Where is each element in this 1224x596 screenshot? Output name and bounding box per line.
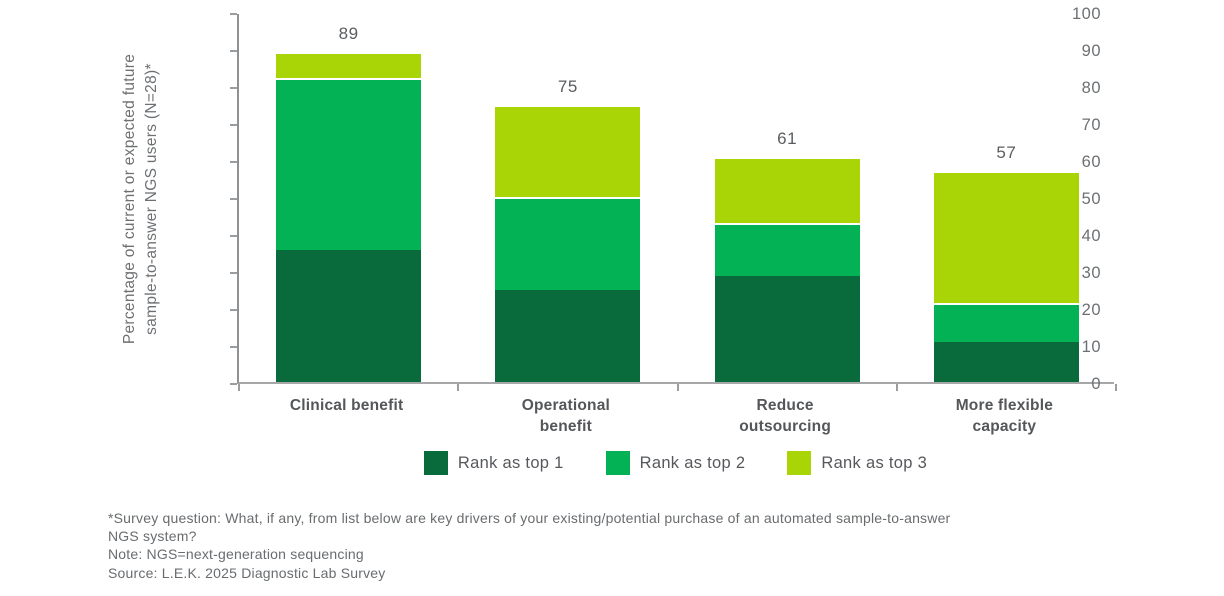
category-label-line: benefit [539,417,592,435]
bar-segment-rank-as-top-3-reduce-outsourcing [714,157,860,224]
category-label-line: Clinical benefit [289,397,404,414]
category-label-line: Reduce [756,397,814,414]
bar-segment-rank-as-top-2-more-flexible-capacity [933,302,1079,343]
y-tick-label-20: 20 [1081,301,1101,319]
y-tick-label-0: 0 [1091,375,1101,393]
x-tick-mark [1115,384,1117,391]
y-tick-label-50: 50 [1081,190,1101,208]
y-axis-title-line-2: sample-to-answer NGS users (N=28)* [143,63,160,335]
bar-segment-rank-as-top-1-more-flexible-capacity [933,342,1079,382]
legend-swatch-rank-3-icon [787,451,812,475]
category-label-line: capacity [972,417,1037,435]
x-tick-mark [676,384,679,391]
y-tick-label-10: 10 [1081,338,1101,356]
legend-label-rank-3: Rank as top 3 [821,453,928,472]
bar-segment-rank-as-top-1-reduce-outsourcing [714,276,860,382]
y-tick-label-40: 40 [1081,227,1101,245]
y-tick-mark [230,124,237,126]
y-tick-label-30: 30 [1081,264,1101,282]
category-label-line: Operational [521,397,611,414]
bar-segment-rank-as-top-1-operational-benefit [495,289,641,382]
y-tick-mark [230,161,237,163]
x-tick-mark [238,384,240,391]
y-tick-label-100: 100 [1071,5,1101,23]
bar-segment-rank-as-top-2-clinical-benefit [276,78,422,250]
bar-total-label-operational-benefit: 75 [557,76,578,96]
category-label-reduce-outsourcing: Reduce outsourcing [673,396,897,437]
x-tick-mark [457,384,460,391]
legend-label-rank-1: Rank as top 1 [457,453,564,472]
y-axis-title-line-1: Percentage of current or expected future [121,53,138,345]
y-tick-label-70: 70 [1081,116,1101,134]
category-label-line: More flexible [955,397,1054,414]
legend-swatch-rank-1-icon [423,451,448,475]
footnote-source: Source: L.E.K. 2025 Diagnostic Lab Surve… [108,564,386,581]
y-tick-mark [230,87,237,89]
bar-segment-rank-as-top-1-clinical-benefit [276,249,422,382]
legend-swatch-rank-2-icon [605,451,630,475]
y-tick-label-80: 80 [1081,79,1101,97]
footnote-survey-question-line-2: NGS system? [108,528,197,545]
y-tick-mark [230,235,237,237]
category-label-clinical-benefit: Clinical benefit [235,396,459,417]
y-tick-mark [230,383,237,385]
y-tick-mark [230,309,237,311]
bar-segment-rank-as-top-2-operational-benefit [495,197,641,290]
y-tick-mark [230,346,237,348]
y-axis-title-text: Percentage of current or expected future… [119,54,163,344]
y-tick-mark [230,198,237,200]
category-label-operational-benefit: Operational benefit [454,396,678,437]
legend-item-rank-2: Rank as top 2 [605,451,746,475]
footnote-note: Note: NGS=next-generation sequencing [108,546,364,563]
bar-total-label-more-flexible-capacity: 57 [996,142,1017,162]
legend-item-rank-3: Rank as top 3 [787,451,927,475]
bar-total-label-reduce-outsourcing: 61 [777,129,798,149]
category-label-line: outsourcing [739,417,831,435]
footnote-survey-question-line-1: *Survey question: What, if any, from lis… [108,510,951,526]
y-tick-label-90: 90 [1081,42,1101,60]
y-tick-mark [230,50,237,52]
footnotes: *Survey question: What, if any, from lis… [108,509,1108,582]
legend-item-rank-1: Rank as top 1 [423,451,564,475]
y-tick-mark [230,272,237,274]
bar-segment-rank-as-top-3-clinical-benefit [276,51,422,79]
bar-segment-rank-as-top-3-operational-benefit [495,104,641,197]
category-label-more-flexible-capacity: More flexible capacity [892,396,1116,437]
y-axis-title: Percentage of current or expected future… [107,14,175,384]
legend-label-rank-2: Rank as top 2 [639,453,746,472]
legend: Rank as top 1 Rank as top 2 Rank as top … [237,451,1114,475]
y-tick-mark [230,13,237,15]
x-tick-mark [895,384,898,391]
y-tick-label-60: 60 [1081,153,1101,171]
bar-segment-rank-as-top-2-reduce-outsourcing [714,223,860,277]
plot-area: 0 10 20 30 40 50 60 70 80 90 100 89 75 61 57 [230,5,1117,393]
bar-total-label-clinical-benefit: 89 [338,23,359,43]
bar-segment-rank-as-top-3-more-flexible-capacity [933,170,1079,303]
